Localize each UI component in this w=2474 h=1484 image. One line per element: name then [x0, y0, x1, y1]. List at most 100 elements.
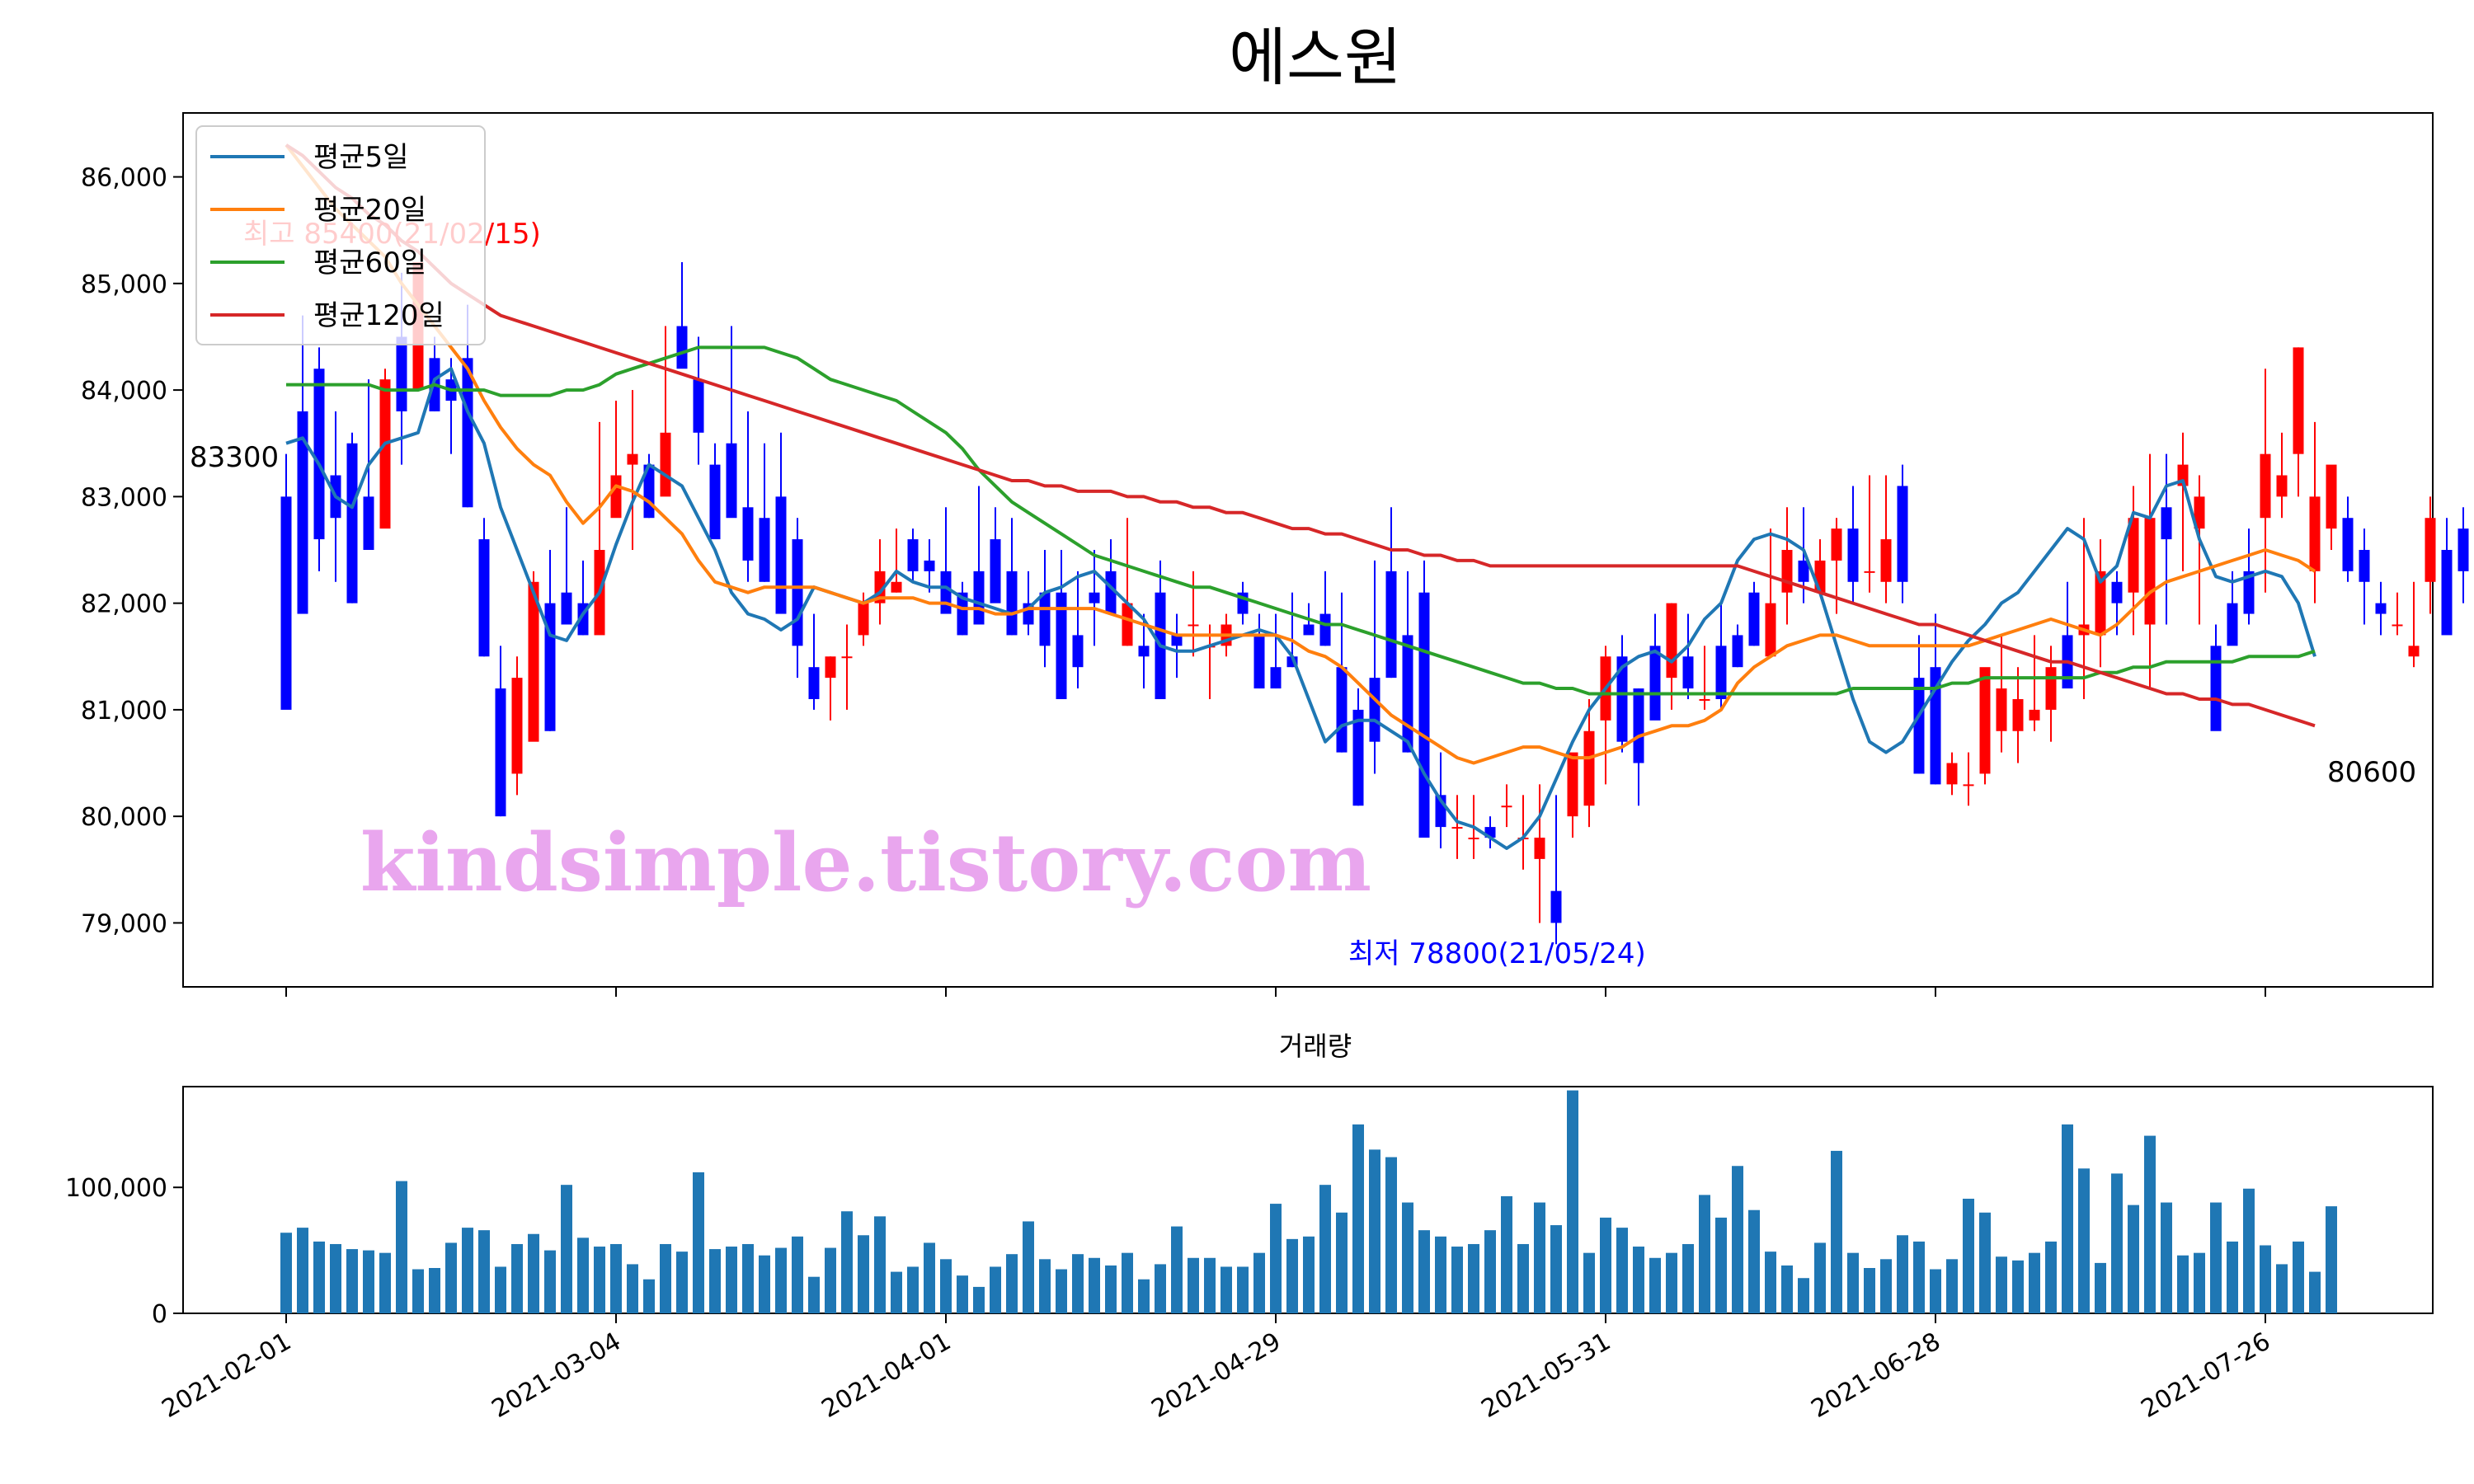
candlesticks [280, 261, 2469, 945]
volume-bar [1056, 1269, 1067, 1313]
volume-bar [1435, 1236, 1446, 1313]
candle-body [1270, 667, 1282, 689]
volume-bar [973, 1286, 985, 1313]
volume-bar [2326, 1206, 2337, 1313]
candle-body [561, 592, 572, 625]
volume-bar [528, 1233, 539, 1313]
volume-bar [2243, 1188, 2255, 1313]
candle-body [1550, 890, 1562, 923]
candle-body [660, 432, 671, 497]
candle-body [2161, 507, 2172, 540]
price-y-tick-label: 81,000 [81, 697, 167, 726]
volume-title: 거래량 [1279, 1031, 1352, 1062]
volume-bar [1352, 1124, 1364, 1313]
volume-bar [2029, 1252, 2040, 1313]
volume-bar [1451, 1247, 1463, 1313]
candle-body [2276, 475, 2288, 497]
volume-bar [907, 1266, 919, 1313]
volume-bar [1006, 1254, 1018, 1313]
volume-bar [1204, 1257, 1216, 1313]
candle-body [1319, 613, 1331, 646]
volume-bar [1996, 1256, 2007, 1313]
candle-body [676, 326, 688, 369]
candle-body [858, 603, 869, 636]
candle-body [1056, 592, 1067, 699]
price-x-axis [285, 987, 2266, 997]
volume-bar [1831, 1150, 1842, 1313]
volume-bar [1715, 1217, 1727, 1313]
candle-body [528, 581, 539, 742]
volume-bar [1600, 1217, 1611, 1313]
candle-body [1253, 635, 1265, 689]
volume-bar [1699, 1195, 1710, 1313]
volume-bar [577, 1237, 589, 1313]
candle-body [1105, 571, 1117, 614]
candle-body [1732, 635, 1743, 668]
candle-body [1385, 571, 1397, 679]
volume-bar [1567, 1090, 1578, 1313]
volume-bar [627, 1264, 638, 1313]
candle-body [924, 560, 935, 571]
candle-body [1534, 838, 1545, 859]
candle-body [726, 443, 737, 519]
volume-bar [1946, 1259, 1958, 1313]
volume-bar [891, 1271, 902, 1313]
candle-body [841, 656, 853, 659]
watermark-text: kindsimple.tistory.com [360, 816, 1371, 909]
volume-bar [1171, 1226, 1183, 1313]
price-y-axis: 79,000 80,000 81,000 82,000 83,000 84,000 85,0… [81, 164, 183, 938]
ma-line [285, 143, 2316, 765]
candle-body [957, 592, 968, 636]
candle-body [297, 411, 308, 614]
candle-body [973, 571, 985, 625]
volume-bar [1468, 1243, 1479, 1313]
volume-bar [759, 1255, 770, 1313]
candle-body [1336, 667, 1348, 753]
volume-bar [1188, 1257, 1199, 1313]
candle-body [1831, 528, 1842, 561]
candle-body [2359, 550, 2370, 582]
volume-bar [1814, 1242, 1826, 1313]
volume-bar [594, 1247, 605, 1313]
volume-bar [445, 1242, 457, 1313]
volume-bar [1484, 1230, 1496, 1313]
volume-bar [1798, 1278, 1809, 1313]
price-y-tick-label: 84,000 [81, 377, 167, 406]
candle-body [2441, 550, 2453, 636]
candle-body [742, 507, 754, 561]
volume-bar [1864, 1268, 1875, 1313]
candle-body [2012, 698, 2024, 731]
candle-body [891, 581, 902, 593]
volume-bar [2177, 1255, 2189, 1313]
candle-body [2111, 581, 2123, 603]
volume-bar [2095, 1262, 2106, 1313]
price-panel: 79,000 80,000 81,000 82,000 83,000 84,000 85,0… [81, 112, 2469, 997]
volume-bar [1781, 1265, 1793, 1313]
candle-body [1072, 635, 1084, 668]
volume-y-axis: 0 100,000 [65, 1174, 183, 1329]
candle-body [1303, 624, 1315, 636]
volume-bar [1666, 1252, 1677, 1313]
volume-bar [2194, 1252, 2205, 1313]
candle-body [825, 656, 836, 679]
candle-body [1567, 752, 1578, 817]
chart-title: 에스원 [1229, 21, 1402, 94]
price-y-tick-label: 82,000 [81, 590, 167, 619]
candle-body [1864, 571, 1875, 573]
volume-bar [874, 1216, 886, 1313]
volume-bar [940, 1259, 952, 1313]
volume-bar [346, 1249, 358, 1313]
volume-bar [2309, 1271, 2321, 1313]
volume-bar [841, 1211, 853, 1313]
volume-bar [1880, 1259, 1892, 1313]
volume-bar [2128, 1205, 2139, 1313]
candle-body [2128, 518, 2139, 593]
candle-body [511, 678, 523, 774]
candle-body [2458, 528, 2469, 571]
volume-bar [1732, 1166, 1743, 1313]
candle-body [990, 539, 1001, 603]
volume-bar [379, 1252, 391, 1313]
candle-body [627, 453, 638, 465]
